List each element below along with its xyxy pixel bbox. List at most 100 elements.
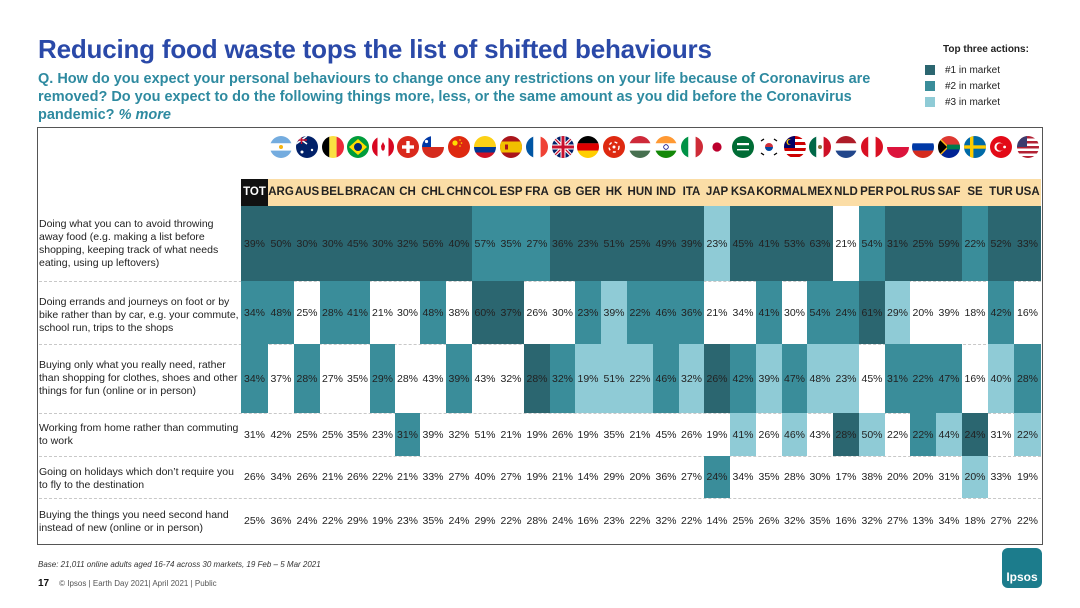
table-cell: 21% [629, 428, 651, 441]
table-cell: 34% [241, 281, 268, 344]
page-number: 17 [38, 578, 50, 589]
table-cell: 54% [859, 206, 885, 281]
table-cell: 20% [629, 471, 651, 483]
table-cell: 14% [577, 471, 599, 483]
table-cell: 22% [627, 344, 653, 413]
table-frame [37, 127, 1043, 545]
table-cell: 45% [655, 428, 677, 441]
spain-flag [500, 136, 522, 158]
table-cell: 22% [371, 471, 393, 483]
table-cell: 41% [345, 281, 370, 344]
table-cell: 25% [627, 206, 653, 281]
japan-flag [706, 136, 728, 158]
table-cell: 38% [448, 306, 470, 319]
legend-label: #3 in market [945, 96, 1001, 108]
legend-title: Top three actions: [943, 44, 1029, 55]
column-header: BRA [345, 179, 370, 206]
france-flag [526, 136, 548, 158]
hungary-flag [629, 136, 651, 158]
table-cell: 51% [601, 206, 627, 281]
russia-flag [912, 136, 934, 158]
table-cell: 27% [448, 471, 470, 483]
column-header: CHN [446, 179, 472, 206]
table-cell: 16% [577, 515, 599, 527]
survey-question: Q. How do you expect your personal behav… [38, 70, 918, 124]
table-cell: 34% [241, 344, 268, 413]
malaysia-flag [783, 136, 806, 158]
legend-label: #1 in market [945, 64, 1001, 76]
table-cell: 21% [835, 237, 857, 250]
table-cell: 23% [575, 281, 601, 344]
row-label: Working from home rather than commuting … [39, 422, 239, 447]
ipsos-logo: Ipsos [1002, 548, 1042, 588]
table-cell: 13% [912, 515, 934, 527]
column-header: NLD [833, 179, 859, 206]
table-cell: 29% [370, 344, 395, 413]
table-cell: 33% [422, 471, 444, 483]
table-cell: 26% [526, 306, 548, 319]
table-cell: 47% [782, 344, 807, 413]
table-cell: 28% [833, 413, 859, 456]
table-cell: 22% [910, 344, 936, 413]
column-header: ARG [268, 179, 294, 206]
table-cell: 27% [500, 471, 522, 483]
table-cell: 26% [243, 471, 265, 483]
colombia-flag [474, 136, 496, 158]
table-cell: 36% [270, 515, 292, 527]
table-cell: 25% [910, 206, 936, 281]
row-label: Doing what you can to avoid throwing awa… [39, 218, 219, 269]
table-cell: 31% [885, 206, 910, 281]
table-cell: 50% [859, 413, 885, 456]
table-cell: 19% [706, 428, 728, 441]
peru-flag [861, 136, 883, 158]
table-cell: 31% [395, 413, 420, 456]
column-header: MEX [807, 179, 833, 206]
table-cell: 37% [270, 372, 292, 385]
table-cell: 51% [474, 428, 496, 441]
table-cell: 22% [321, 515, 343, 527]
poland-flag [886, 136, 909, 158]
table-cell: 25% [243, 515, 265, 527]
table-cell: 43% [422, 372, 444, 385]
row-label: Buying the things you need second hand i… [39, 509, 229, 534]
table-cell: 45% [730, 206, 756, 281]
legend: Top three actions: #1 in market #2 in mar… [925, 44, 1029, 110]
table-cell: 23% [575, 206, 601, 281]
table-cell: 36% [679, 281, 704, 344]
table-cell: 21% [321, 471, 343, 483]
base-note: Base: 21,011 online adults aged 16-74 ac… [38, 560, 321, 569]
table-cell: 34% [270, 471, 292, 483]
table-cell: 35% [422, 515, 444, 527]
legend-swatch [925, 97, 935, 107]
table-cell: 38% [861, 471, 883, 483]
table-cell: 22% [910, 413, 936, 456]
table-cell: 28% [524, 344, 550, 413]
table-cell: 14% [706, 515, 728, 527]
table-cell: 40% [474, 471, 496, 483]
table-cell: 32% [395, 206, 420, 281]
table-cell: 50% [268, 206, 294, 281]
table-cell: 32% [861, 515, 883, 527]
table-cell: 35% [603, 428, 625, 441]
table-cell: 20% [912, 306, 934, 319]
column-header: GB [550, 179, 575, 206]
legend-item: #1 in market [925, 62, 1029, 78]
table-cell: 22% [500, 515, 522, 527]
table-cell: 19% [577, 428, 599, 441]
question-suffix: % more [118, 107, 171, 123]
table-cell: 28% [783, 471, 805, 483]
table-cell: 35% [346, 372, 368, 385]
table-cell: 21% [706, 306, 728, 319]
column-header: CH [395, 179, 420, 206]
table-cell: 19% [371, 515, 393, 527]
table-cell: 23% [603, 515, 625, 527]
table-cell: 30% [320, 206, 345, 281]
table-cell: 32% [655, 515, 677, 527]
column-header: CHL [420, 179, 446, 206]
table-cell: 26% [758, 428, 780, 441]
table-cell: 30% [783, 306, 805, 319]
table-cell: 18% [964, 515, 986, 527]
legend-swatch [925, 81, 935, 91]
table-cell: 22% [629, 515, 651, 527]
column-header: HK [601, 179, 627, 206]
